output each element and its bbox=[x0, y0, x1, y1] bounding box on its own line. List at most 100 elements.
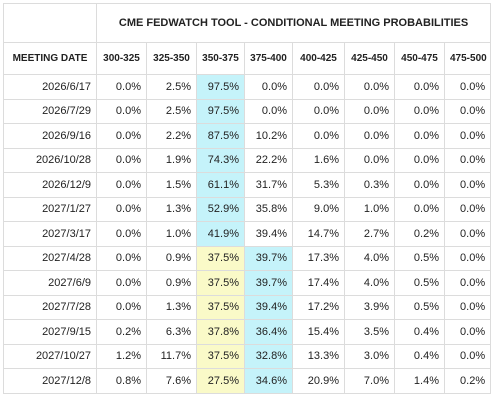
table-row: 2027/4/28 0.0% 0.9% 37.5% 39.7% 17.3% 4.0% 0.5%… bbox=[3, 245, 492, 271]
probability-cell: 87.5% bbox=[196, 123, 245, 149]
column-header: 475-500 bbox=[443, 42, 492, 75]
probability-cell: 0.0% bbox=[443, 196, 492, 222]
table-row: 2026/7/29 0.0% 2.5% 97.5% 0.0% 0.0% 0.0% 0.0% 0.… bbox=[3, 98, 492, 124]
probability-cell: 0.2% bbox=[443, 368, 492, 394]
probability-cell: 2.5% bbox=[146, 74, 197, 100]
table-row: 2027/6/9 0.0% 0.9% 37.5% 39.7% 17.4% 4.0% 0.5% 0… bbox=[3, 270, 492, 296]
meeting-date: 2027/9/15 bbox=[3, 319, 97, 345]
meeting-date: 2027/6/9 bbox=[3, 270, 97, 296]
probability-cell: 0.2% bbox=[394, 221, 445, 247]
probability-cell: 0.0% bbox=[96, 74, 147, 100]
probability-cell: 0.0% bbox=[394, 147, 445, 173]
probability-cell: 0.0% bbox=[443, 343, 492, 369]
column-header: 425-450 bbox=[344, 42, 395, 75]
probability-cell: 11.7% bbox=[146, 343, 197, 369]
probability-cell: 17.4% bbox=[292, 270, 345, 296]
column-header: 375-400 bbox=[244, 42, 293, 75]
probability-cell: 3.0% bbox=[344, 343, 395, 369]
probability-cell: 0.0% bbox=[96, 221, 147, 247]
table-row: 2027/3/17 0.0% 1.0% 41.9% 39.4% 14.7% 2.7% 0.2%… bbox=[3, 221, 492, 247]
column-header: 300-325 bbox=[96, 42, 147, 75]
probability-cell: 0.0% bbox=[394, 123, 445, 149]
meeting-date: 2026/12/9 bbox=[3, 172, 97, 198]
probability-cell: 37.5% bbox=[196, 270, 245, 296]
table-row: 2027/9/15 0.2% 6.3% 37.8% 36.4% 15.4% 3.5% 0.4%… bbox=[3, 319, 492, 345]
probability-cell: 13.3% bbox=[292, 343, 345, 369]
probability-cell: 0.0% bbox=[394, 98, 445, 124]
probability-cell: 39.7% bbox=[244, 270, 293, 296]
table-row: 2027/12/8 0.8% 7.6% 27.5% 34.6% 20.9% 7.0% 1.4%… bbox=[3, 368, 492, 394]
probability-cell: 0.0% bbox=[96, 147, 147, 173]
probability-cell: 1.3% bbox=[146, 196, 197, 222]
meeting-date: 2027/1/27 bbox=[3, 196, 97, 222]
probability-cell: 0.0% bbox=[292, 74, 345, 100]
meeting-date: 2026/7/29 bbox=[3, 98, 97, 124]
probability-cell: 0.0% bbox=[96, 123, 147, 149]
meeting-date: 2027/12/8 bbox=[3, 368, 97, 394]
column-header: 400-425 bbox=[292, 42, 345, 75]
probability-cell: 1.2% bbox=[96, 343, 147, 369]
table-row: 2027/7/28 0.0% 1.3% 37.5% 39.4% 17.2% 3.9% 0.5%… bbox=[3, 294, 492, 320]
table-body: 2026/6/17 0.0% 2.5% 97.5% 0.0% 0.0% 0.0% 0.0% 0.… bbox=[3, 74, 492, 394]
probability-cell: 0.0% bbox=[443, 294, 492, 320]
probability-cell: 17.2% bbox=[292, 294, 345, 320]
probability-cell: 31.7% bbox=[244, 172, 293, 198]
meeting-date: 2027/7/28 bbox=[3, 294, 97, 320]
probability-cell: 0.0% bbox=[443, 74, 492, 100]
probability-cell: 0.0% bbox=[394, 74, 445, 100]
probability-cell: 1.5% bbox=[146, 172, 197, 198]
header-row: MEETING DATE 300-325 325-350 350-375 375-400… bbox=[3, 42, 492, 75]
probability-cell: 32.8% bbox=[244, 343, 293, 369]
meeting-date: 2026/9/16 bbox=[3, 123, 97, 149]
probability-cell: 14.7% bbox=[292, 221, 345, 247]
probability-cell: 0.0% bbox=[443, 245, 492, 271]
probability-cell: 2.2% bbox=[146, 123, 197, 149]
probability-cell: 36.4% bbox=[244, 319, 293, 345]
probability-cell: 0.0% bbox=[394, 172, 445, 198]
probability-cell: 0.0% bbox=[344, 147, 395, 173]
probability-table: CME FEDWATCH TOOL - CONDITIONAL MEETING … bbox=[3, 3, 492, 394]
probability-cell: 0.0% bbox=[292, 123, 345, 149]
probability-cell: 0.0% bbox=[292, 98, 345, 124]
probability-cell: 2.7% bbox=[344, 221, 395, 247]
probability-cell: 7.6% bbox=[146, 368, 197, 394]
table-row: 2027/1/27 0.0% 1.3% 52.9% 35.8% 9.0% 1.0% 0.0% 0… bbox=[3, 196, 492, 222]
probability-cell: 0.0% bbox=[96, 270, 147, 296]
meeting-date: 2027/10/27 bbox=[3, 343, 97, 369]
probability-cell: 0.0% bbox=[344, 98, 395, 124]
probability-cell: 1.9% bbox=[146, 147, 197, 173]
probability-cell: 0.4% bbox=[394, 319, 445, 345]
probability-cell: 1.3% bbox=[146, 294, 197, 320]
probability-cell: 7.0% bbox=[344, 368, 395, 394]
probability-cell: 17.3% bbox=[292, 245, 345, 271]
probability-cell: 4.0% bbox=[344, 270, 395, 296]
probability-cell: 0.0% bbox=[344, 74, 395, 100]
probability-cell: 35.8% bbox=[244, 196, 293, 222]
probability-cell: 0.3% bbox=[344, 172, 395, 198]
probability-cell: 0.0% bbox=[96, 196, 147, 222]
probability-cell: 3.9% bbox=[344, 294, 395, 320]
probability-cell: 37.5% bbox=[196, 343, 245, 369]
probability-cell: 0.0% bbox=[443, 123, 492, 149]
column-header: 325-350 bbox=[146, 42, 197, 75]
probability-cell: 0.5% bbox=[394, 294, 445, 320]
probability-cell: 0.0% bbox=[443, 172, 492, 198]
probability-cell: 20.9% bbox=[292, 368, 345, 394]
probability-cell: 52.9% bbox=[196, 196, 245, 222]
probability-cell: 0.2% bbox=[96, 319, 147, 345]
probability-cell: 41.9% bbox=[196, 221, 245, 247]
probability-cell: 0.0% bbox=[96, 172, 147, 198]
probability-cell: 0.0% bbox=[96, 294, 147, 320]
probability-cell: 0.4% bbox=[394, 343, 445, 369]
probability-cell: 0.8% bbox=[96, 368, 147, 394]
probability-cell: 0.0% bbox=[443, 221, 492, 247]
probability-cell: 15.4% bbox=[292, 319, 345, 345]
probability-cell: 74.3% bbox=[196, 147, 245, 173]
probability-cell: 1.4% bbox=[394, 368, 445, 394]
meeting-date: 2027/4/28 bbox=[3, 245, 97, 271]
probability-cell: 10.2% bbox=[244, 123, 293, 149]
probability-cell: 0.0% bbox=[443, 147, 492, 173]
probability-cell: 1.6% bbox=[292, 147, 345, 173]
probability-cell: 0.0% bbox=[394, 196, 445, 222]
